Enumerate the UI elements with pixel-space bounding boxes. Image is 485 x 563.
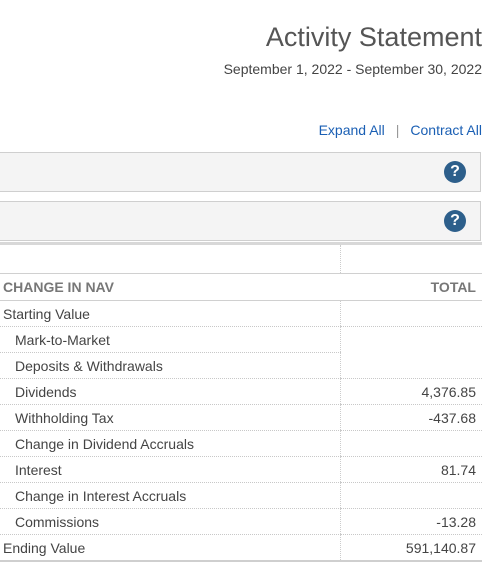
row-value: 81.74 [339, 456, 482, 483]
row-value [339, 430, 482, 457]
column-header-total: TOTAL [340, 273, 482, 301]
row-value: 4,376.85 [339, 378, 482, 405]
expand-contract-bar: Expand All | Contract All [319, 122, 482, 138]
table-top-band [0, 242, 482, 273]
statement-period: September 1, 2022 - September 30, 2022 [223, 61, 482, 77]
table-row: Starting Value [0, 300, 482, 327]
collapsed-section-2[interactable]: ? [0, 201, 481, 241]
page-title: Activity Statement [265, 22, 482, 52]
expand-all-link[interactable]: Expand All [318, 122, 385, 138]
table-row: Mark-to-Market [0, 326, 482, 353]
row-value: -437.68 [339, 404, 482, 431]
help-icon[interactable]: ? [444, 161, 466, 183]
row-value: 591,140.87 [339, 534, 482, 562]
row-label: Change in Dividend Accruals [0, 430, 340, 457]
table-row: Withholding Tax -437.68 [0, 404, 482, 431]
row-value [339, 326, 482, 353]
table-row: Deposits & Withdrawals [0, 352, 482, 379]
change-in-nav-section: CHANGE IN NAV TOTAL Starting Value Mark-… [0, 242, 482, 562]
row-label: Withholding Tax [0, 404, 340, 431]
row-value [339, 300, 482, 327]
table-row: Commissions -13.28 [0, 508, 482, 535]
row-label: Starting Value [0, 300, 340, 327]
help-icon[interactable]: ? [444, 210, 466, 232]
row-value [339, 482, 482, 509]
table-row: Dividends 4,376.85 [0, 378, 482, 405]
row-label: Interest [0, 456, 340, 483]
collapsed-section-1[interactable]: ? [0, 152, 481, 192]
row-value [339, 352, 482, 379]
table-row: Change in Dividend Accruals [0, 430, 482, 457]
table-row: Ending Value 591,140.87 [0, 534, 482, 562]
row-label: Commissions [0, 508, 340, 535]
row-label: Dividends [0, 378, 340, 405]
separator: | [395, 122, 400, 138]
row-label: Deposits & Withdrawals [0, 352, 340, 379]
row-label: Mark-to-Market [0, 326, 340, 353]
table-row: Interest 81.74 [0, 456, 482, 483]
contract-all-link[interactable]: Contract All [410, 122, 482, 138]
change-in-nav-table: CHANGE IN NAV TOTAL Starting Value Mark-… [0, 273, 482, 562]
row-label: Change in Interest Accruals [0, 482, 340, 509]
row-value: -13.28 [339, 508, 482, 535]
table-header-row: CHANGE IN NAV TOTAL [0, 273, 482, 301]
table-row: Change in Interest Accruals [0, 482, 482, 509]
column-header-change-in-nav: CHANGE IN NAV [0, 273, 340, 301]
row-label: Ending Value [0, 534, 340, 562]
